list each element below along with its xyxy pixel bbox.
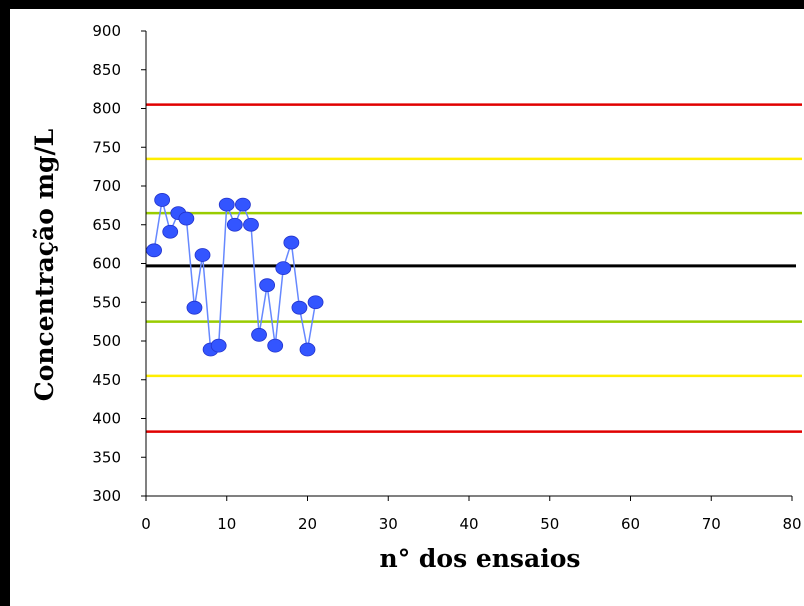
y-tick-label: 900 <box>92 22 121 40</box>
data-point <box>259 278 276 293</box>
data-point <box>243 217 259 232</box>
data-point <box>178 211 195 226</box>
x-tick-label: 60 <box>621 515 640 533</box>
y-tick-label: 600 <box>92 255 121 273</box>
data-point <box>194 248 211 262</box>
y-tick-label: 300 <box>92 487 121 505</box>
data-point <box>251 327 267 342</box>
y-tick-label: 400 <box>92 410 121 428</box>
data-point <box>267 338 284 353</box>
x-tick-label: 20 <box>298 515 317 533</box>
data-point <box>307 295 324 310</box>
x-tick-label: 70 <box>702 515 721 533</box>
data-point <box>210 338 227 353</box>
data-point <box>226 217 243 232</box>
y-tick-label: 700 <box>92 177 121 195</box>
data-point <box>299 342 316 357</box>
data-point <box>291 300 308 315</box>
data-point <box>275 261 292 276</box>
y-tick-label: 650 <box>92 216 121 234</box>
x-tick-label: 50 <box>540 515 559 533</box>
y-axis-title: Concentração mg/L <box>30 128 59 401</box>
y-tick-label: 450 <box>92 371 121 389</box>
y-tick-label: 500 <box>92 332 121 350</box>
x-tick-label: 80 <box>782 515 801 533</box>
data-point <box>186 300 203 315</box>
x-tick-label: 0 <box>141 515 151 533</box>
y-tick-label: 550 <box>92 293 121 311</box>
x-tick-label: 40 <box>459 515 478 533</box>
data-point <box>234 197 251 212</box>
x-tick-label: 10 <box>217 515 236 533</box>
y-tick-label: 800 <box>92 100 121 118</box>
data-point <box>146 243 162 258</box>
x-tick-label: 30 <box>379 515 398 533</box>
data-point <box>283 235 300 250</box>
data-point <box>218 197 235 212</box>
x-axis-title: n° dos ensaios <box>380 544 581 573</box>
y-tick-label: 350 <box>92 448 121 466</box>
y-tick-label: 750 <box>92 138 121 156</box>
data-point <box>162 224 179 239</box>
data-point <box>154 193 171 207</box>
y-tick-label: 850 <box>92 61 121 79</box>
